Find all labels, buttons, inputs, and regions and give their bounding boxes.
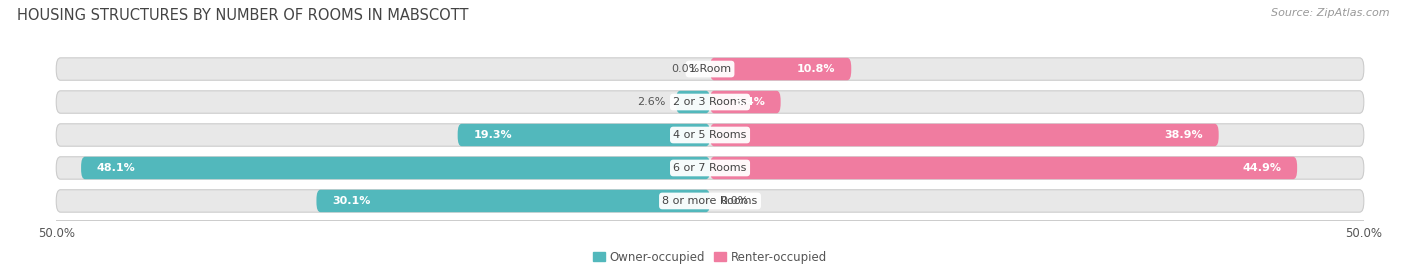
FancyBboxPatch shape: [56, 124, 1364, 146]
Text: HOUSING STRUCTURES BY NUMBER OF ROOMS IN MABSCOTT: HOUSING STRUCTURES BY NUMBER OF ROOMS IN…: [17, 8, 468, 23]
Text: 6 or 7 Rooms: 6 or 7 Rooms: [673, 163, 747, 173]
Text: 44.9%: 44.9%: [1243, 163, 1281, 173]
FancyBboxPatch shape: [458, 124, 710, 146]
FancyBboxPatch shape: [82, 157, 710, 179]
FancyBboxPatch shape: [56, 190, 1364, 212]
FancyBboxPatch shape: [710, 124, 1219, 146]
FancyBboxPatch shape: [710, 91, 780, 113]
Text: 5.4%: 5.4%: [734, 97, 765, 107]
Text: 1 Room: 1 Room: [689, 64, 731, 74]
Legend: Owner-occupied, Renter-occupied: Owner-occupied, Renter-occupied: [593, 251, 827, 264]
FancyBboxPatch shape: [56, 58, 1364, 80]
FancyBboxPatch shape: [710, 157, 1298, 179]
Text: 38.9%: 38.9%: [1164, 130, 1204, 140]
FancyBboxPatch shape: [56, 157, 1364, 179]
Text: 0.0%: 0.0%: [671, 64, 700, 74]
Text: 2.6%: 2.6%: [637, 97, 665, 107]
FancyBboxPatch shape: [710, 58, 851, 80]
FancyBboxPatch shape: [676, 91, 710, 113]
Text: 4 or 5 Rooms: 4 or 5 Rooms: [673, 130, 747, 140]
Text: 2 or 3 Rooms: 2 or 3 Rooms: [673, 97, 747, 107]
Text: 19.3%: 19.3%: [474, 130, 512, 140]
Text: 0.0%: 0.0%: [720, 196, 749, 206]
FancyBboxPatch shape: [316, 190, 710, 212]
Text: 30.1%: 30.1%: [332, 196, 371, 206]
Text: 10.8%: 10.8%: [797, 64, 835, 74]
Text: 48.1%: 48.1%: [97, 163, 135, 173]
FancyBboxPatch shape: [56, 91, 1364, 113]
Text: Source: ZipAtlas.com: Source: ZipAtlas.com: [1271, 8, 1389, 18]
Text: 8 or more Rooms: 8 or more Rooms: [662, 196, 758, 206]
